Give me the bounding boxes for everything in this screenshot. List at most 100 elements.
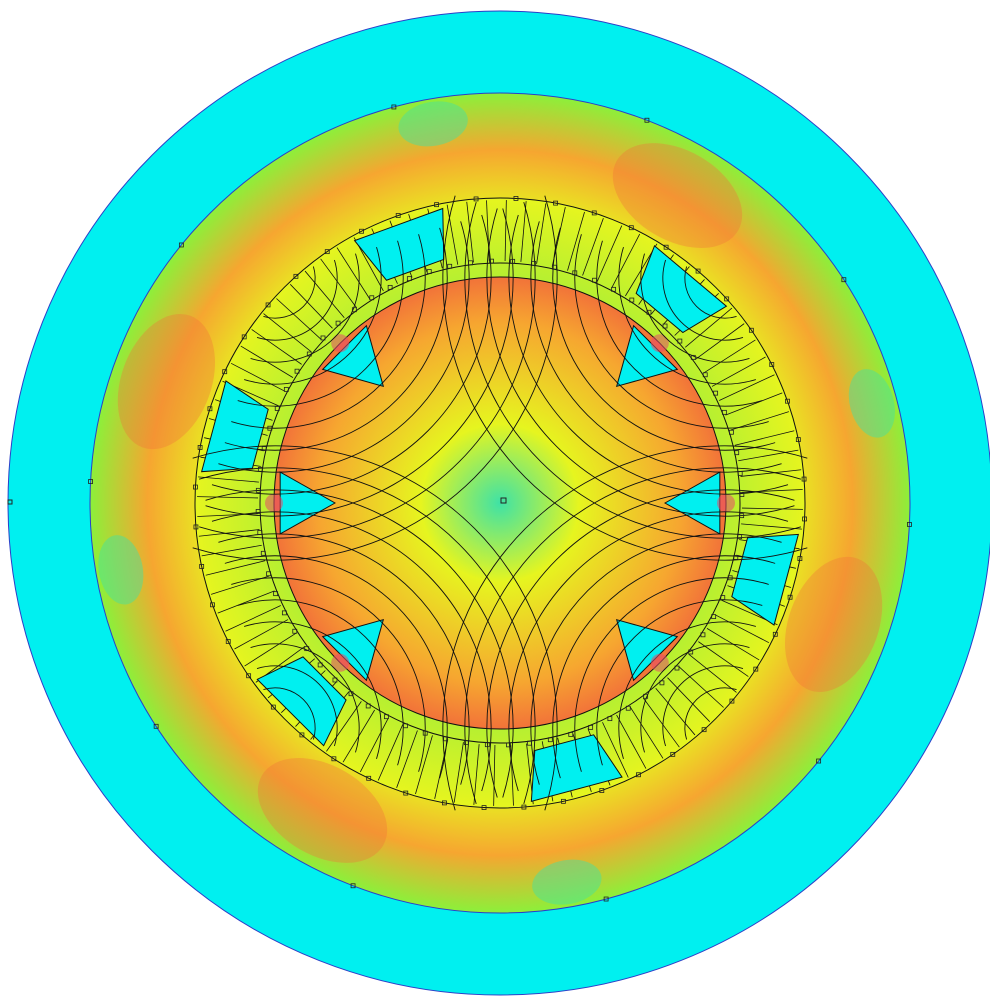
node-marker bbox=[572, 270, 578, 276]
node-marker bbox=[733, 555, 739, 560]
tooth-line bbox=[714, 614, 770, 644]
node-marker bbox=[603, 896, 609, 902]
tooth-line bbox=[486, 200, 490, 262]
node-marker bbox=[335, 320, 341, 326]
node-marker bbox=[426, 269, 432, 274]
yoke-hotspot bbox=[784, 556, 883, 692]
node-marker bbox=[489, 258, 494, 264]
node-marker bbox=[737, 534, 743, 540]
flux-line bbox=[256, 259, 338, 341]
node-marker bbox=[331, 756, 337, 762]
node-marker bbox=[304, 646, 310, 652]
tooth-line bbox=[304, 270, 345, 319]
node-marker bbox=[257, 530, 263, 535]
node-marker bbox=[481, 805, 487, 810]
tooth-line bbox=[289, 284, 333, 329]
air-gap-outer bbox=[259, 262, 741, 744]
pocket-peak-zone bbox=[650, 653, 669, 672]
node-marker bbox=[591, 210, 597, 216]
flux-line bbox=[662, 259, 744, 341]
node-marker bbox=[320, 335, 326, 341]
tooth-line bbox=[730, 411, 790, 431]
tooth-line bbox=[738, 449, 799, 462]
node-marker bbox=[729, 429, 734, 435]
node-marker bbox=[255, 509, 261, 514]
node-marker bbox=[611, 286, 617, 292]
flux-line bbox=[530, 533, 782, 785]
node-marker bbox=[721, 409, 727, 415]
node-marker bbox=[267, 425, 273, 431]
tooth-line bbox=[493, 744, 496, 806]
tooth-line bbox=[415, 735, 433, 795]
node-marker bbox=[552, 264, 557, 270]
flux-line bbox=[224, 555, 448, 779]
flux-line bbox=[218, 221, 470, 473]
node-marker bbox=[659, 680, 665, 686]
node-marker bbox=[588, 724, 594, 730]
flux-line bbox=[211, 511, 492, 792]
yoke-hotspot bbox=[612, 143, 743, 248]
node-marker bbox=[225, 639, 231, 644]
node-marker bbox=[662, 323, 668, 329]
node-marker bbox=[463, 740, 469, 746]
tooth-line bbox=[446, 204, 459, 265]
node-marker bbox=[816, 758, 822, 764]
rotor-magnet-pockets bbox=[265, 324, 735, 682]
node-marker bbox=[193, 484, 198, 490]
node-marker bbox=[644, 117, 650, 123]
node-marker bbox=[724, 296, 730, 302]
node-marker bbox=[266, 571, 271, 577]
tooth-line bbox=[684, 307, 733, 348]
flux-line bbox=[224, 227, 448, 451]
node-marker bbox=[443, 736, 448, 742]
node-marker bbox=[241, 334, 247, 340]
tooth-line bbox=[244, 632, 297, 667]
yoke-hotspot bbox=[117, 314, 216, 450]
tooth-line bbox=[504, 200, 507, 262]
flux-line bbox=[244, 621, 382, 759]
node-marker bbox=[629, 297, 635, 303]
flux-line bbox=[256, 665, 338, 747]
flux-line bbox=[552, 227, 776, 451]
node-marker bbox=[802, 516, 807, 522]
node-marker bbox=[711, 614, 717, 620]
node-marker bbox=[510, 258, 516, 264]
pocket-peak-zone bbox=[650, 334, 669, 353]
node-marker bbox=[739, 492, 745, 497]
node-marker bbox=[270, 704, 276, 710]
node-marker bbox=[317, 662, 323, 668]
node-marker bbox=[273, 591, 279, 597]
tooth-line bbox=[198, 529, 260, 537]
node-marker bbox=[729, 698, 735, 704]
node-marker bbox=[561, 798, 566, 804]
flux-line bbox=[618, 247, 756, 385]
flux-line bbox=[442, 445, 808, 811]
flux-line bbox=[211, 214, 492, 495]
node-marker bbox=[246, 673, 252, 679]
node-marker bbox=[701, 727, 707, 733]
node-marker bbox=[257, 466, 263, 472]
node-marker bbox=[907, 522, 912, 527]
node-marker bbox=[753, 666, 759, 672]
flux-line bbox=[530, 221, 782, 473]
node-marker bbox=[403, 790, 409, 796]
node-marker bbox=[663, 244, 669, 250]
node-marker bbox=[484, 742, 490, 748]
node-marker bbox=[324, 249, 330, 255]
tooth-line bbox=[703, 339, 756, 374]
pocket-peak-zone bbox=[331, 334, 350, 353]
node-marker bbox=[387, 284, 393, 290]
flux-line bbox=[192, 195, 558, 561]
tooth-line bbox=[567, 211, 585, 271]
node-marker bbox=[688, 649, 694, 655]
tooth-line bbox=[276, 298, 322, 340]
tooth-line bbox=[263, 313, 312, 353]
tooth-line bbox=[251, 329, 302, 365]
node-marker bbox=[359, 228, 364, 234]
node-marker bbox=[727, 575, 733, 581]
tooth-line bbox=[466, 201, 474, 263]
node-marker bbox=[332, 677, 338, 683]
node-marker bbox=[403, 723, 408, 729]
flux-line bbox=[250, 253, 360, 363]
tooth-line bbox=[616, 714, 647, 769]
